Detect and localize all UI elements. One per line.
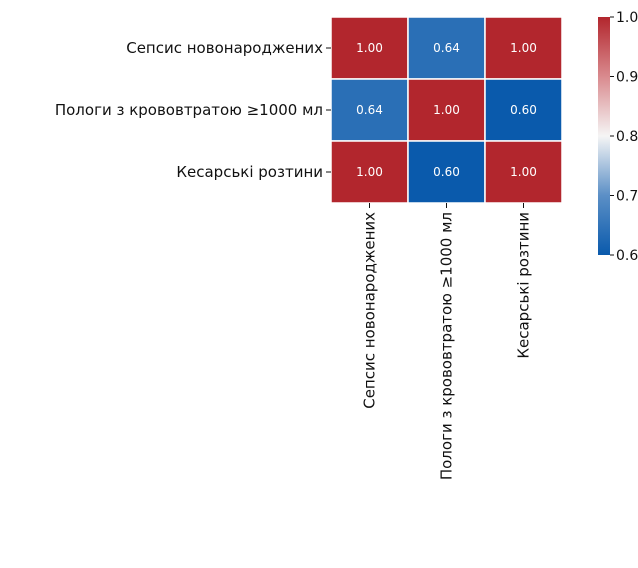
colorbar-tick-label: 0.9 — [616, 70, 638, 86]
cell-value-label: 1.00 — [510, 41, 537, 55]
colorbar-tick-label: 0.8 — [616, 129, 638, 145]
cell-value-label: 1.00 — [433, 103, 460, 117]
heatmap-value-labels: 1.00 0.64 1.00 0.64 1.00 0.60 1.00 0.60 1.00 — [356, 41, 537, 179]
row-label: Сепсис новонароджених — [126, 39, 323, 57]
row-label: Кесарські розтини — [176, 163, 323, 181]
column-label: Пологи з крововтратою ≥1000 мл — [438, 212, 456, 480]
column-labels: Сепсис новонароджених Пологи з крововтрат… — [361, 203, 533, 480]
cell-value-label: 0.64 — [356, 103, 383, 117]
heatmap-cell — [484, 78, 563, 142]
column-label: Кесарські розтини — [515, 212, 533, 359]
row-labels: Сепсис новонароджених Пологи з крововтрат… — [55, 39, 331, 181]
colorbar-tick-label: 0.7 — [616, 189, 638, 205]
cell-value-label: 1.00 — [356, 165, 383, 179]
colorbar: 0.6 0.7 0.8 0.9 1.0 — [598, 10, 638, 264]
heatmap-cell — [330, 16, 409, 80]
colorbar-tick-label: 0.6 — [616, 248, 638, 264]
colorbar-tick-label: 1.0 — [616, 10, 638, 26]
heatmap-cell — [407, 16, 486, 80]
cell-value-label: 1.00 — [356, 41, 383, 55]
cell-value-label: 0.60 — [433, 165, 460, 179]
heatmap-cell — [407, 140, 486, 204]
cell-value-label: 0.60 — [510, 103, 537, 117]
cell-value-label: 0.64 — [433, 41, 460, 55]
colorbar-scale — [598, 17, 610, 255]
heatmap-cells — [330, 16, 563, 204]
column-label: Сепсис новонароджених — [361, 212, 379, 409]
row-label: Пологи з крововтратою ≥1000 мл — [55, 101, 323, 119]
cell-value-label: 1.00 — [510, 165, 537, 179]
